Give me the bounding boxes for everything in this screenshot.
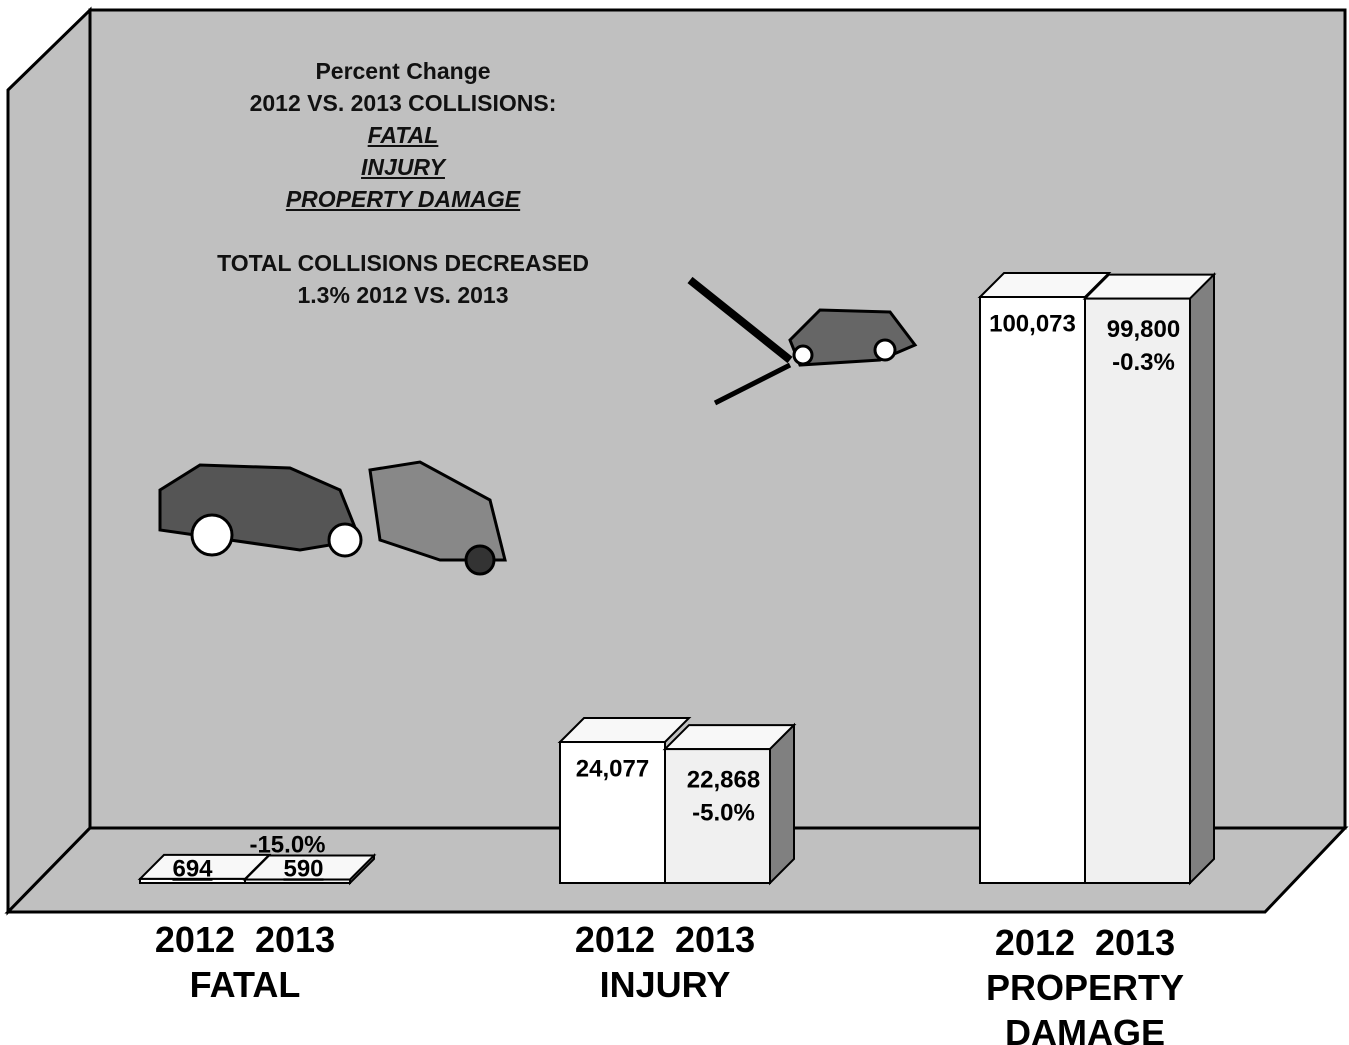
bar-front (1084, 297, 1191, 884)
clipart-crash (158, 460, 507, 576)
note-line: 1.3% 2012 VS. 2013 (297, 282, 509, 308)
value-label: 694 (172, 855, 213, 882)
percent-change: -5.0% (692, 799, 755, 826)
bar (662, 722, 797, 886)
bar (977, 272, 1112, 884)
title-category: PROPERTY DAMAGE (285, 186, 521, 212)
legend-entry: 2012 (154, 919, 235, 960)
value-label: 590 (283, 855, 323, 882)
category-label: FATAL (189, 964, 301, 1005)
percent-change: -0.3% (1112, 349, 1175, 376)
title-block: Percent Change 2012 VS. 2013 COLLISIONS:… (153, 55, 653, 311)
x-series-names: 2012 2013 (955, 920, 1215, 965)
x-tick-label: 2012 2013 FATAL (115, 917, 375, 1007)
legend-entry: 2013 (1095, 922, 1176, 963)
value-label: 99,800 (1107, 316, 1180, 343)
side-wall (6, 6, 92, 916)
value-label: 24,077 (576, 755, 649, 782)
bar-front (664, 748, 771, 884)
title-line: 2012 VS. 2013 COLLISIONS: (249, 90, 557, 116)
percent-change: -15.0% (249, 831, 325, 858)
value-label: 100,073 (989, 310, 1076, 337)
legend-entry: 2012 (574, 919, 655, 960)
bar-top (557, 717, 692, 744)
x-series-names: 2012 2013 (535, 917, 795, 962)
title-category: INJURY (361, 154, 445, 180)
bar-side (769, 722, 795, 886)
legend-entry: 2013 (675, 919, 756, 960)
clipart-pole-crash (687, 276, 918, 406)
legend-entry: 2012 (994, 922, 1075, 963)
bar-front (244, 878, 351, 884)
bar (557, 717, 692, 885)
category-label: INJURY (599, 964, 731, 1005)
title-line: Percent Change (315, 58, 491, 84)
bar (1082, 272, 1217, 886)
title-category: FATAL (367, 122, 439, 148)
bar-front (559, 741, 666, 885)
legend-entry: 2013 (255, 919, 336, 960)
bar-side (1189, 272, 1215, 886)
x-series-names: 2012 2013 (115, 917, 375, 962)
note-line: TOTAL COLLISIONS DECREASED (217, 250, 589, 276)
x-tick-label: 2012 2013 PROPERTY DAMAGE (955, 920, 1215, 1045)
x-tick-label: 2012 2013 INJURY (535, 917, 795, 1007)
category-label: PROPERTY DAMAGE (985, 967, 1185, 1045)
bar (242, 853, 377, 886)
value-label: 22,868 (687, 766, 760, 793)
bar-front (979, 296, 1086, 884)
